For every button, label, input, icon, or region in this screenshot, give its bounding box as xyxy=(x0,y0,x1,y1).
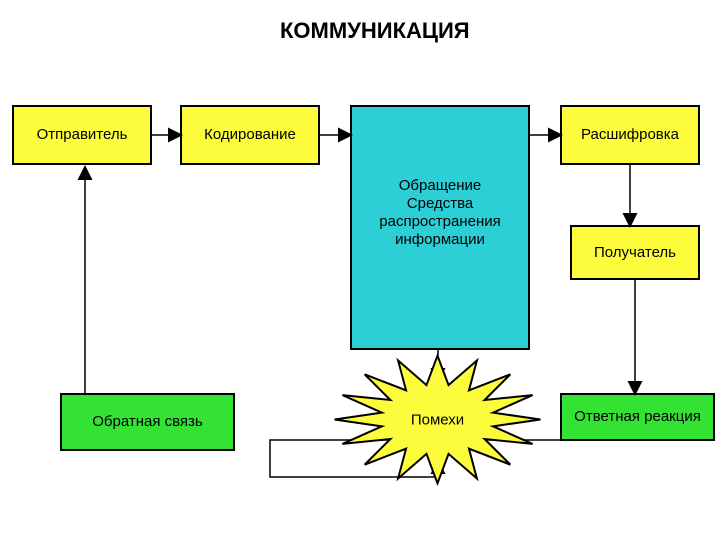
node-decoding: Расшифровка xyxy=(560,105,700,165)
node-encoding: Кодирование xyxy=(180,105,320,165)
node-receiver: Получатель xyxy=(570,225,700,280)
node-sender: Отправитель xyxy=(12,105,152,165)
node-encoding-label: Кодирование xyxy=(204,126,296,144)
node-response: Ответная реакция xyxy=(560,393,715,441)
node-receiver-label: Получатель xyxy=(594,244,676,262)
edge xyxy=(270,440,560,477)
node-feedback-label: Обратная связь xyxy=(92,413,203,431)
node-response-label: Ответная реакция xyxy=(574,408,701,426)
node-sender-label: Отправитель xyxy=(37,126,128,144)
node-decoding-label: Расшифровка xyxy=(581,126,679,144)
node-noise-label: Помехи xyxy=(411,412,464,429)
diagram-title: КОММУНИКАЦИЯ xyxy=(280,18,470,44)
node-noise xyxy=(335,356,541,484)
node-medium: Обращение Средства распространения инфор… xyxy=(350,105,530,350)
node-feedback: Обратная связь xyxy=(60,393,235,451)
node-medium-label: Обращение Средства распространения инфор… xyxy=(379,177,500,249)
